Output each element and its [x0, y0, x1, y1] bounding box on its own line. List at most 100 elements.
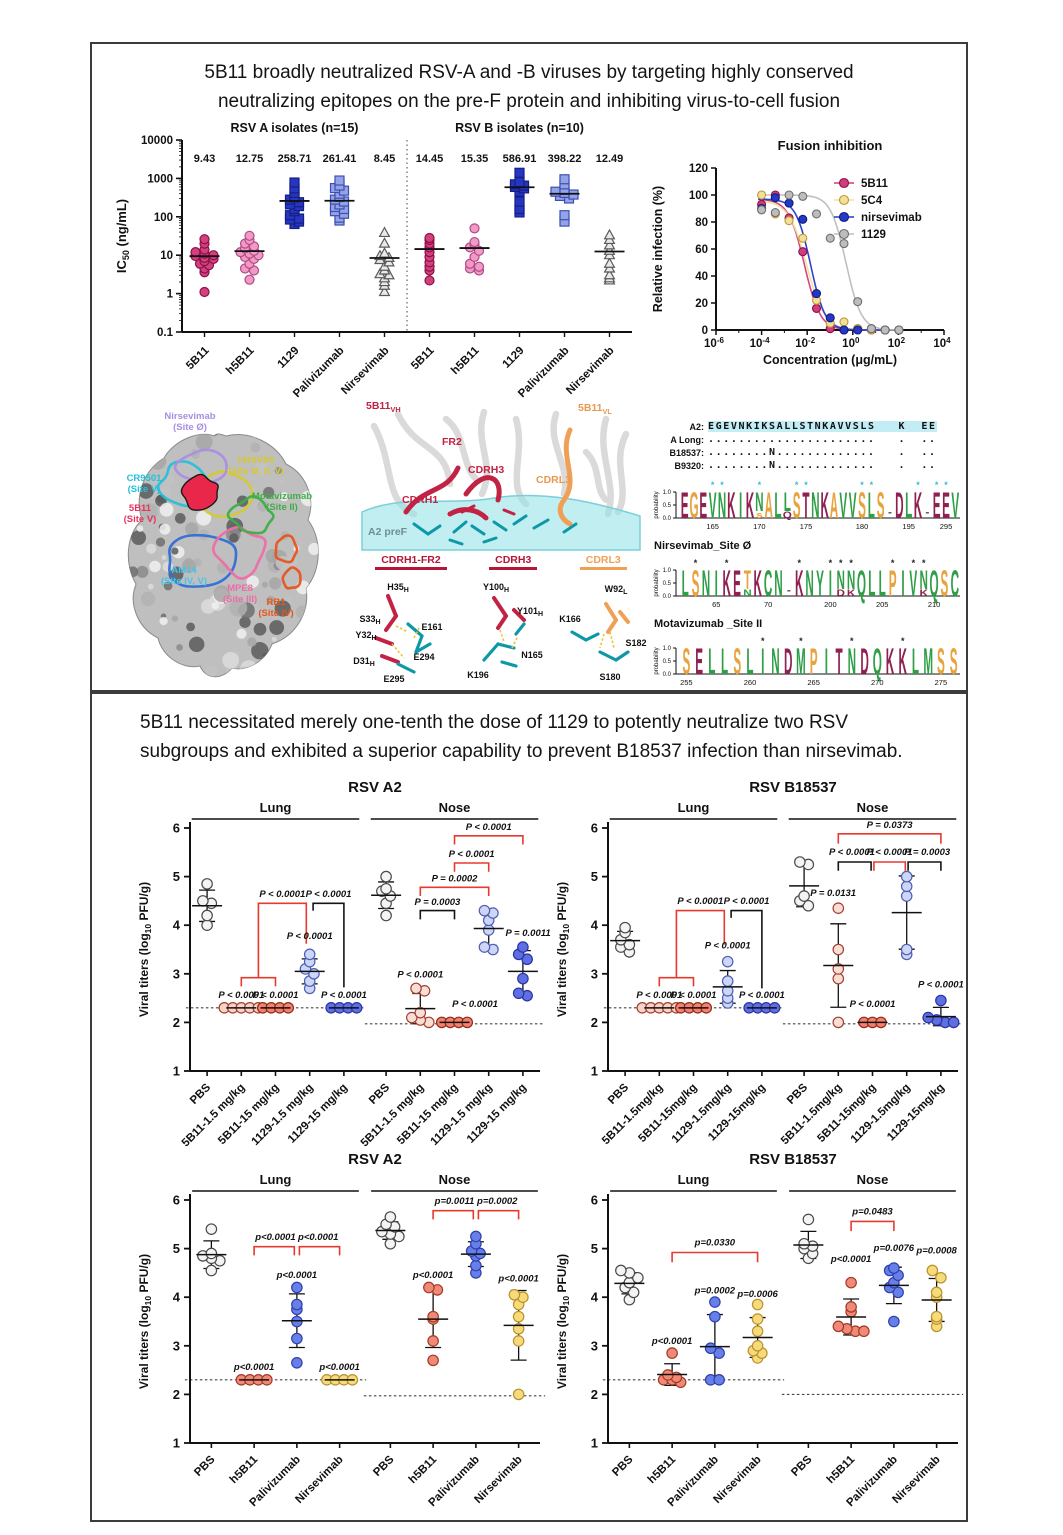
svg-text:L: L: [868, 562, 875, 604]
svg-text:S: S: [877, 484, 885, 526]
svg-text:100: 100: [154, 212, 173, 224]
alignment-row-2: B18537: ........N............. . ..: [669, 447, 937, 458]
svg-text:P < 0.0001: P < 0.0001: [449, 849, 495, 860]
svg-text:M: M: [796, 640, 806, 682]
svg-text:N165: N165: [521, 650, 543, 660]
svg-text:*: *: [839, 558, 843, 568]
svg-text:5B11-15mg/kg: 5B11-15mg/kg: [815, 1082, 878, 1145]
logo-heading-2: Motavizumab _Site II: [654, 618, 763, 630]
interface-structure-panel: CDRH1-FR2 CDRH3 CDRL3 H35H S33H Y32H D31H E161…: [353, 392, 648, 688]
dose-series-6: [878, 1262, 909, 1328]
svg-text:3: 3: [173, 966, 180, 981]
svg-text:D: D: [784, 640, 792, 682]
bottom-title: 5B11 necessitated merely one-tenth the d…: [122, 708, 936, 767]
svg-text:*: *: [944, 480, 948, 490]
svg-text:Fusion inhibition: Fusion inhibition: [778, 138, 883, 153]
svg-text:6: 6: [591, 1193, 598, 1208]
svg-text:1000: 1000: [147, 173, 173, 185]
svg-text:E: E: [695, 640, 703, 682]
svg-text:1129: 1129: [275, 345, 301, 371]
top-title: 5B11 broadly neutralized RSV-A and -B vi…: [122, 58, 936, 117]
svg-text:6: 6: [591, 821, 598, 836]
svg-text:p<0.0001: p<0.0001: [233, 1362, 274, 1373]
svg-text:*: *: [922, 558, 926, 568]
svg-text:10-4: 10-4: [750, 336, 770, 350]
svg-text:PBS: PBS: [371, 1453, 396, 1478]
svg-text:K: K: [919, 589, 928, 598]
svg-text:K: K: [746, 484, 754, 526]
svg-text:E295: E295: [383, 674, 404, 684]
ic50-series-5B11: [424, 232, 435, 286]
svg-text:Y100H: Y100H: [483, 582, 509, 594]
svg-text:60: 60: [695, 244, 708, 256]
svg-text:*: *: [901, 636, 905, 646]
svg-text:4: 4: [591, 918, 599, 933]
svg-text:RSV A2: RSV A2: [348, 1151, 402, 1168]
svg-text:K166: K166: [559, 614, 581, 624]
svg-text:2: 2: [591, 1015, 598, 1030]
svg-text:Q: Q: [783, 511, 792, 520]
svg-text:N: N: [919, 566, 927, 596]
svg-text:T: T: [802, 484, 809, 526]
svg-text:s: s: [756, 511, 763, 520]
svg-text:D: D: [860, 640, 868, 682]
svg-text:1: 1: [173, 1064, 180, 1079]
svg-text:T: T: [744, 566, 751, 596]
svg-text:200: 200: [824, 600, 837, 609]
svg-text:E: E: [933, 484, 941, 526]
svg-text:PBS: PBS: [785, 1081, 810, 1106]
svg-text:*: *: [850, 636, 854, 646]
svg-text:probability: probability: [654, 647, 660, 674]
svg-text:I: I: [761, 640, 764, 682]
svg-text:*: *: [799, 636, 803, 646]
svg-text:5: 5: [591, 869, 598, 884]
svg-text:K: K: [795, 562, 803, 604]
alignment-row-1: A Long:...................... . ..: [670, 434, 937, 445]
svg-text:E: E: [681, 484, 689, 526]
svg-text:L: L: [682, 562, 689, 604]
svg-text:Nose: Nose: [439, 800, 471, 815]
svg-text:W92L: W92L: [605, 584, 629, 596]
dose-series-3: [294, 948, 325, 995]
svg-text:0.5: 0.5: [663, 503, 672, 509]
svg-text:1: 1: [173, 1436, 180, 1451]
svg-text:p=0.0011: p=0.0011: [434, 1196, 475, 1207]
alignment-row-0: A2: EGEVNKIKSALLSTNKAVVSLS K EE: [689, 421, 937, 432]
svg-text:N: N: [837, 566, 845, 596]
svg-text:Y101H: Y101H: [517, 606, 543, 618]
dose-series-7: [503, 1288, 534, 1401]
ic50-series-1129: [509, 167, 530, 218]
svg-text:RSV B18537: RSV B18537: [749, 1151, 837, 1168]
svg-text:1: 1: [591, 1064, 598, 1079]
svg-text:V: V: [839, 484, 847, 526]
svg-text:P: P: [810, 640, 818, 682]
svg-text:-: -: [787, 583, 791, 597]
dose-series-0: [610, 921, 641, 958]
svg-text:K: K: [899, 640, 907, 682]
svg-text:5B11-1.5 mg/kg: 5B11-1.5 mg/kg: [359, 1082, 427, 1150]
svg-text:Viral titers (log10 PFU/g): Viral titers (log10 PFU/g): [555, 1254, 571, 1389]
svg-text:*: *: [761, 636, 765, 646]
svg-text:PBS: PBS: [192, 1453, 217, 1478]
svg-text:p<0.0001: p<0.0001: [318, 1362, 359, 1373]
svg-text:RSV A2: RSV A2: [348, 779, 402, 796]
svg-text:*: *: [804, 480, 808, 490]
svg-text:0.0: 0.0: [663, 672, 672, 678]
svg-text:P = 0.0011: P = 0.0011: [505, 928, 550, 939]
svg-text:E: E: [942, 484, 950, 526]
svg-text:S: S: [941, 562, 949, 604]
svg-text:D: D: [837, 589, 846, 598]
ic50-scatter-chart: RSV A isolates (n=15) RSV B isolates (n=1…: [114, 121, 632, 400]
dose-series-4: [325, 1002, 363, 1014]
svg-text:p=0.0483: p=0.0483: [851, 1207, 893, 1218]
svg-text:P < 0.0001: P < 0.0001: [259, 889, 305, 900]
svg-text:*: *: [795, 480, 799, 490]
svg-text:PBS: PBS: [188, 1081, 213, 1106]
svg-text:Lung: Lung: [260, 1172, 292, 1187]
svg-text:L: L: [905, 484, 912, 526]
svg-text:probability: probability: [654, 491, 660, 518]
svg-text:0.0: 0.0: [663, 594, 672, 600]
cdr-header-1: CDRH3: [489, 554, 538, 570]
